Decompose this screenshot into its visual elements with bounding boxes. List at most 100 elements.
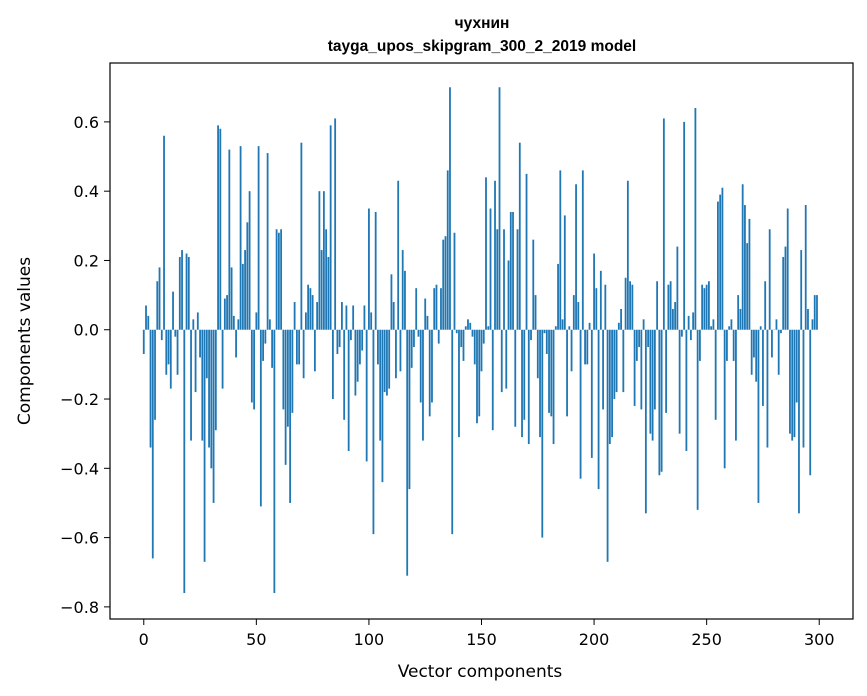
y-tick-label: 0.2 (74, 251, 99, 270)
bar (221, 329, 224, 389)
bar (561, 319, 564, 330)
bar (791, 329, 794, 441)
bar (563, 215, 566, 330)
bar (160, 329, 163, 341)
y-axis-label: Components values (15, 257, 35, 425)
bar (496, 229, 499, 330)
bar (289, 329, 292, 503)
y-tick-label: 0.0 (74, 321, 99, 340)
bar (406, 329, 409, 576)
bar (705, 284, 708, 330)
bar (201, 329, 204, 441)
bar (322, 191, 325, 330)
bar (735, 329, 737, 441)
bar (611, 329, 613, 438)
bar (271, 329, 274, 368)
bar (325, 229, 328, 330)
bar (714, 329, 717, 420)
bar (408, 329, 411, 490)
bar (708, 281, 710, 330)
bar (699, 329, 701, 361)
bar (802, 329, 805, 448)
bar (507, 260, 510, 330)
bar (169, 329, 172, 389)
x-tick-label: 200 (579, 630, 610, 649)
bar (316, 302, 319, 330)
bar (214, 329, 217, 431)
bar (399, 329, 402, 372)
bar (671, 308, 674, 330)
bar (176, 329, 179, 375)
bar (539, 329, 541, 438)
bar (732, 329, 735, 361)
bar (352, 305, 355, 330)
bar (721, 187, 724, 330)
bar (757, 329, 760, 503)
bar (509, 211, 512, 330)
bar (548, 329, 550, 413)
bar (388, 329, 391, 389)
bar (518, 142, 521, 330)
bar (631, 284, 634, 330)
bar (345, 305, 348, 330)
bar (295, 329, 298, 365)
bar (264, 329, 267, 344)
x-tick-label: 100 (354, 630, 385, 649)
bar (680, 329, 683, 337)
bar (167, 329, 170, 365)
bar (428, 329, 431, 417)
bar (395, 329, 397, 379)
bar (516, 229, 519, 330)
bar (784, 246, 787, 330)
bar (419, 329, 422, 403)
bar (669, 281, 672, 330)
bar (311, 295, 314, 330)
bar (347, 329, 350, 451)
bar (604, 284, 607, 330)
bar (467, 319, 469, 330)
bar (613, 329, 616, 400)
bar (590, 329, 593, 458)
bar (248, 191, 251, 330)
bar (275, 229, 278, 330)
bar (181, 250, 183, 330)
bar (728, 326, 731, 330)
bar (302, 329, 305, 379)
bar (147, 315, 150, 330)
bar (599, 270, 602, 330)
bar (178, 256, 181, 330)
bar (433, 288, 436, 330)
bar (503, 229, 505, 330)
bar (334, 118, 337, 330)
bar (377, 329, 379, 365)
bar (194, 329, 197, 393)
bar (687, 315, 690, 330)
bar (332, 329, 334, 400)
bar (485, 177, 487, 330)
bar (572, 295, 575, 330)
bar (338, 329, 341, 348)
bar (217, 125, 219, 330)
bar (597, 329, 600, 490)
bar (386, 329, 388, 396)
bar (473, 329, 476, 365)
bar (602, 329, 604, 410)
chart-title: чухнин (455, 15, 510, 32)
bar (230, 267, 233, 330)
bar (505, 329, 508, 389)
bar (341, 302, 343, 330)
bar (608, 329, 611, 445)
bar (593, 253, 595, 330)
bar (286, 329, 289, 427)
bar (262, 329, 264, 361)
bar (187, 256, 190, 330)
bar (374, 211, 377, 330)
bar (766, 329, 769, 448)
bar (268, 319, 271, 330)
bar (651, 329, 654, 441)
bar (462, 329, 465, 361)
bar (417, 329, 420, 337)
bar (638, 329, 641, 348)
bar (755, 329, 758, 382)
